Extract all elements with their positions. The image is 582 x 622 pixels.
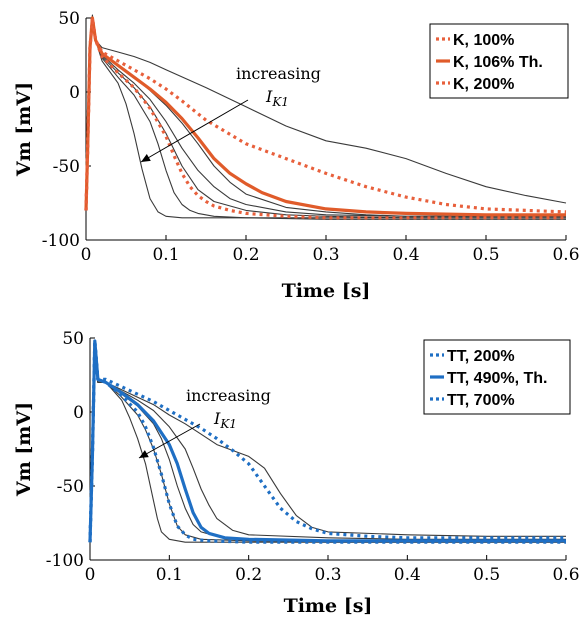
bottom-annotation-arrowhead xyxy=(139,450,149,458)
top-series-3-line xyxy=(84,16,567,214)
bottom-x-axis-label: Time [s] xyxy=(284,595,373,617)
bottom-legend-label-1: TT, 200% xyxy=(447,348,515,365)
top-y-tick-label: -100 xyxy=(42,231,80,251)
top-annotation-arrow xyxy=(140,99,249,163)
bottom-x-tick-label: 0.3 xyxy=(314,565,341,585)
bottom-y-tick-label: 0 xyxy=(73,403,84,423)
bottom-x-tick-label: 0.2 xyxy=(235,565,262,585)
bottom-annotation-text: increasing xyxy=(186,386,271,405)
bottom-annotation-arrow xyxy=(138,423,201,459)
bottom-annotation-symbol: IK1 xyxy=(213,409,237,431)
bottom-y-tick-label: -50 xyxy=(57,477,84,497)
top-legend-label-2: K, 106% Th. xyxy=(453,54,543,71)
top-x-tick-label: 0.1 xyxy=(152,245,179,265)
bottom-x-tick-label: 0.1 xyxy=(156,565,183,585)
top-annotation-arrowhead xyxy=(141,154,151,162)
bottom-series-2-line xyxy=(88,339,566,543)
top-y-axis-label: Vm [mV] xyxy=(13,82,35,177)
top-y-tick-label: 50 xyxy=(58,9,80,29)
top-x-tick-label: 0.4 xyxy=(392,245,419,265)
top-y-tick-label: 0 xyxy=(69,83,80,103)
top-x-tick-label: 0 xyxy=(81,245,92,265)
bottom-chart: 0 0.1 0.2 0.3 0.4 0.5 0.6 50 0 -50 -100 Time [s] Vm … xyxy=(13,329,580,617)
bottom-x-tick-label: 0 xyxy=(85,565,96,585)
top-x-axis-label: Time [s] xyxy=(282,280,371,302)
top-x-tick-label: 0.2 xyxy=(232,245,259,265)
bottom-y-tick-label: 50 xyxy=(62,329,84,349)
top-x-tick-label: 0.6 xyxy=(552,245,579,265)
top-legend-box xyxy=(429,23,569,99)
top-annotation-text: increasing xyxy=(236,64,321,83)
top-annotation-symbol: IK1 xyxy=(265,87,289,109)
top-x-tick-label: 0.5 xyxy=(472,245,499,265)
bottom-legend-label-3: TT, 700% xyxy=(447,392,515,409)
bottom-legend-box xyxy=(423,339,571,415)
bottom-series-1-line xyxy=(88,339,566,543)
bottom-y-tick-label: -100 xyxy=(46,551,84,571)
top-legend-label-1: K, 100% xyxy=(453,32,514,49)
bottom-x-tick-label: 0.5 xyxy=(473,565,500,585)
top-legend-label-3: K, 200% xyxy=(453,76,514,93)
top-x-tick-label: 0.3 xyxy=(312,245,339,265)
top-y-tick-label: -50 xyxy=(53,157,80,177)
bottom-x-tick-label: 0.6 xyxy=(552,565,579,585)
top-chart: 0 0.1 0.2 0.3 0.4 0.5 0.6 50 0 -50 -100 Time [s] Vm … xyxy=(13,9,580,302)
bottom-y-axis-label: Vm [mV] xyxy=(13,402,35,497)
bottom-x-tick-label: 0.4 xyxy=(394,565,421,585)
bottom-series-3-line xyxy=(88,339,566,544)
bottom-legend-label-2: TT, 490%, Th. xyxy=(447,370,547,387)
